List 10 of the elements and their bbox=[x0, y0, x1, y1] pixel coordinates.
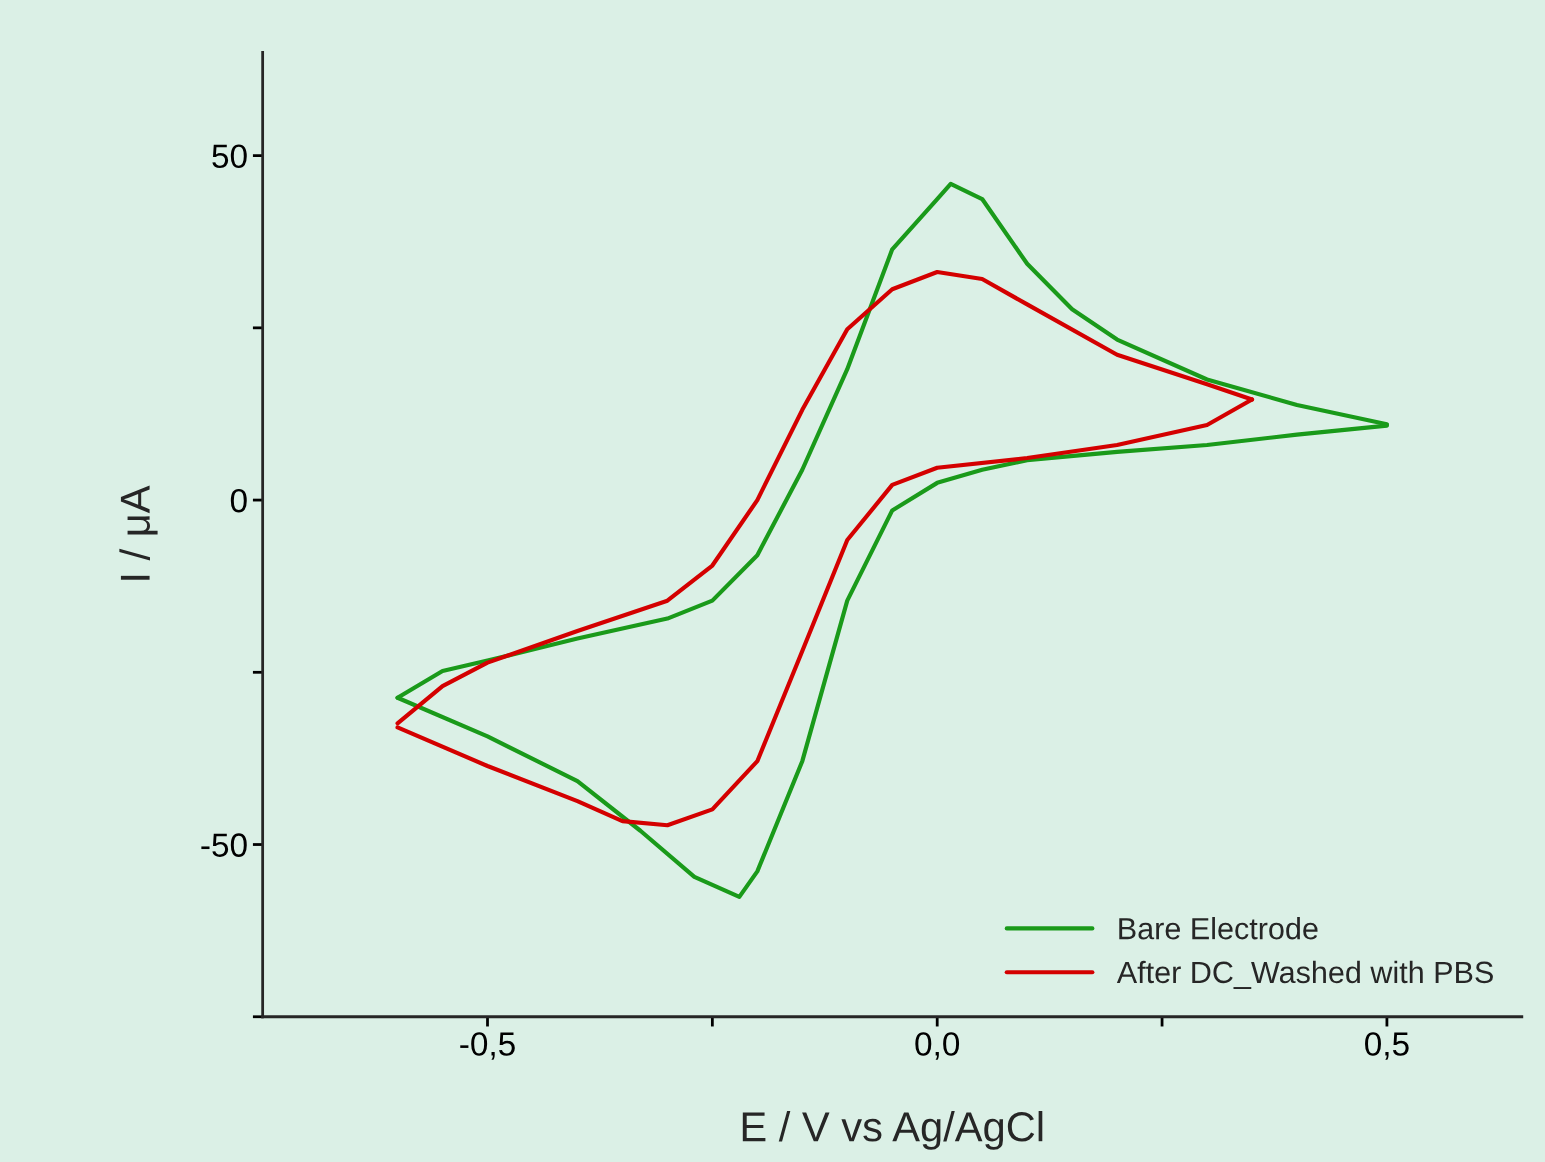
y-tick-label: 50 bbox=[212, 144, 247, 169]
x-tick-label: 0,5 bbox=[1365, 1032, 1409, 1060]
x-tick-label: -0,5 bbox=[460, 1032, 515, 1060]
y-axis-title: I / μA bbox=[119, 485, 158, 580]
y-tick-label: -50 bbox=[201, 833, 247, 857]
y-tick-label: 0 bbox=[230, 488, 247, 513]
x-axis-title: E / V vs Ag/AgCl bbox=[742, 1111, 1043, 1150]
legend-label: Bare Electrode bbox=[1119, 917, 1318, 940]
legend-label: After DC_Washed with PBS bbox=[1116, 960, 1493, 989]
x-tick-label: 0,0 bbox=[915, 1032, 960, 1060]
